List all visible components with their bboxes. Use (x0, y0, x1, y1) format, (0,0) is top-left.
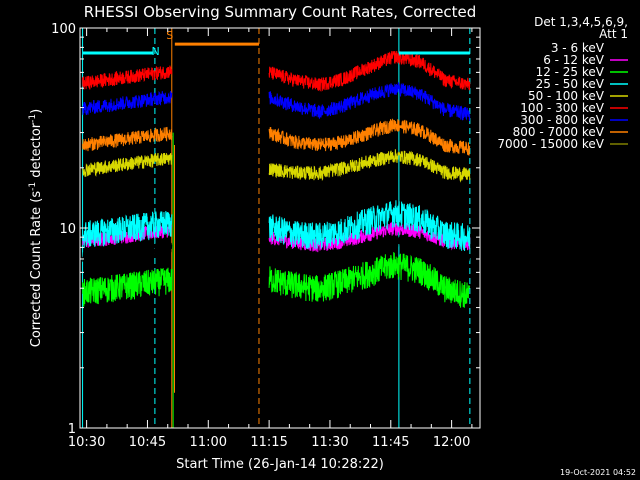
marker-s: S (166, 29, 173, 42)
axis-layer: 10:30 10:45 11:00 11:15 11:30 11:45 12:00 1 10 10… (51, 22, 481, 450)
legend-label-4: 50 - 100 keV (528, 89, 605, 103)
legend-label-1: 6 - 12 keV (543, 53, 605, 67)
series-5-post (268, 50, 471, 92)
x-axis-label: Start Time (26-Jan-14 10:28:22) (176, 457, 384, 472)
x-tick-label-2: 11:00 (190, 435, 227, 450)
marker-n: N (151, 45, 159, 58)
legend-label-6: 300 - 800 keV (520, 113, 604, 127)
series-6-post (268, 82, 471, 121)
legend-label-0: 3 - 6 keV (551, 41, 605, 55)
series-3-pre (82, 210, 173, 249)
x-tick-label-1: 10:45 (129, 435, 166, 450)
legend-label-3: 25 - 50 keV (536, 77, 605, 91)
y-tick-label-2: 100 (51, 22, 76, 37)
series-4-post (268, 149, 471, 183)
series-5-pre (82, 65, 173, 90)
legend-label-2: 12 - 25 keV (536, 65, 605, 79)
y-axis-label-part2: detector (29, 122, 44, 182)
series-0-pre (82, 240, 173, 264)
series-2-pre (82, 267, 173, 307)
series-2-post (268, 252, 471, 308)
x-tick-label-6: 12:00 (433, 435, 470, 450)
y-axis-label-sup1: -1 (28, 182, 38, 191)
chart-title: RHESSI Observing Summary Count Rates, Co… (84, 3, 477, 21)
y-axis-label-part3: ) (29, 109, 44, 114)
legend-label-5: 100 - 300 keV (520, 101, 604, 115)
y-tick-label-1: 10 (59, 222, 76, 237)
y-axis-label-part1: Corrected Count Rate (s (29, 191, 44, 348)
series-7-pre (82, 126, 173, 152)
legend-header-line1: Det 1,3,4,5,6,9, (534, 15, 628, 29)
legend-label-8: 7000 - 15000 keV (497, 137, 604, 151)
legend-label-7: 800 - 7000 keV (513, 125, 605, 139)
series-7-post (268, 118, 471, 156)
series-4-pre (82, 152, 173, 177)
x-tick-label-0: 10:30 (68, 435, 105, 450)
x-tick-label-3: 11:15 (250, 435, 287, 450)
y-axis-label: Corrected Count Rate (s-1 detector-1) (28, 109, 44, 347)
series-3-post (268, 200, 471, 252)
series-0-post (268, 236, 471, 266)
legend-header-line2: Att 1 (599, 27, 628, 41)
footer-timestamp: 19-Oct-2021 04:52 (560, 468, 636, 477)
series-6-pre (82, 90, 173, 116)
y-axis-label-sup2: -1 (28, 114, 38, 123)
x-tick-label-5: 11:45 (372, 435, 409, 450)
data-layer: NS (82, 29, 471, 428)
y-tick-label-0: 1 (68, 422, 76, 437)
x-tick-label-4: 11:30 (311, 435, 348, 450)
